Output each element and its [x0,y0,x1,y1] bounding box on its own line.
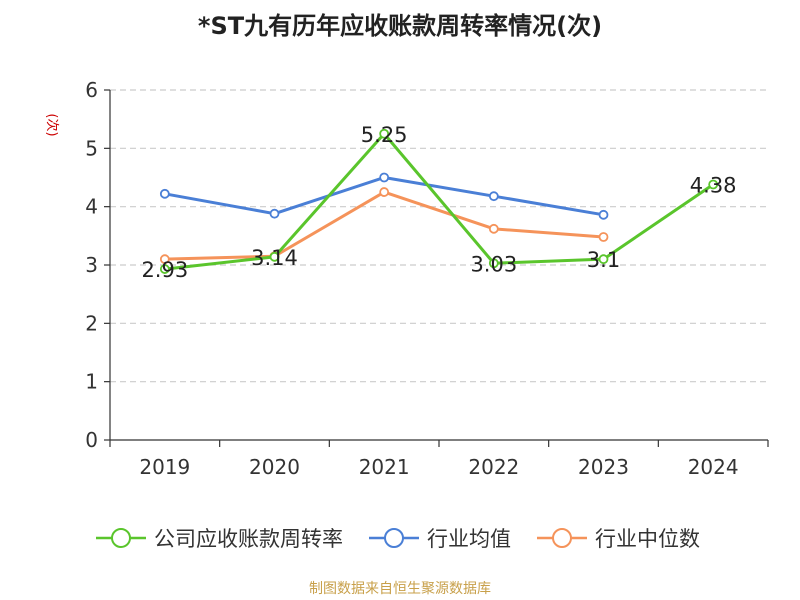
legend-marker [552,528,572,548]
legend-marker [384,528,404,548]
x-tick-label: 2021 [359,455,410,479]
data-point [488,191,499,202]
data-label: 3.03 [470,252,517,276]
chart-title: *ST九有历年应收账款周转率情况(次) [197,12,603,40]
x-tick-label: 2023 [578,455,629,479]
gridlines [110,89,768,383]
data-point [269,208,280,219]
axes: 0 1 2 3 4 5 6 2019 2020 2021 2022 2023 2024 [85,78,769,479]
data-label: 4.38 [690,174,737,198]
data-label: 2.93 [141,258,188,282]
y-tick-label: 6 [85,78,98,102]
data-point [379,187,390,197]
data-point [379,128,390,139]
data-point [598,232,609,242]
y-tick-label: 3 [85,253,98,277]
data-label: 5.25 [361,123,408,147]
legend-label: 公司应收账款周转率 [154,527,343,551]
y-tick-label: 5 [85,136,98,160]
data-point [159,254,170,265]
data-point [488,223,499,234]
legend-marker [111,528,131,548]
series-line [164,132,715,271]
data-point [598,209,609,220]
source-note: 制图数据来自恒生聚源数据库 [309,581,491,597]
legend-label: 行业中位数 [595,527,700,551]
y-tick-label: 4 [85,195,98,219]
data-point [159,188,170,199]
data-label: 3.14 [251,246,298,270]
x-tick-label: 2019 [139,455,190,479]
data-labels: 2.93 3.14 5.25 3.03 3.1 4.38 [141,123,736,282]
x-tick-label: 2022 [468,455,519,479]
x-tick-label: 2024 [688,455,739,479]
y-axis-label: (次) [44,113,60,136]
legend-label: 行业均值 [427,527,511,551]
legend: 公司应收账款周转率 行业均值 行业中位数 [96,527,700,551]
x-tick-label: 2020 [249,455,300,479]
y-tick-label: 1 [85,370,98,394]
data-label: 3.1 [587,248,620,272]
data-point [159,264,170,274]
data-point [708,179,719,190]
y-tick-label: 2 [85,311,98,335]
data-point [488,258,499,269]
data-point [598,254,609,265]
data-point [269,251,280,262]
series [159,128,719,274]
data-point [379,172,390,183]
y-tick-label: 0 [85,428,98,452]
